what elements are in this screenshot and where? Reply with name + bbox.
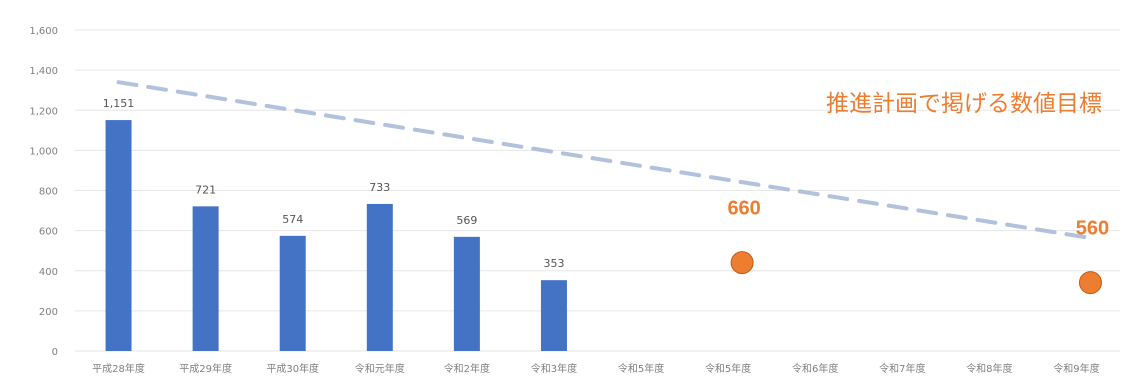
target-annotation: 推進計画で掲げる数値目標 — [826, 91, 1102, 117]
bar — [192, 206, 219, 351]
x-tick-label: 令和5年度 — [705, 362, 751, 375]
bar-value-label: 721 — [195, 183, 216, 196]
y-tick-label: 400 — [39, 267, 58, 278]
y-tick-label: 1,000 — [29, 146, 58, 157]
x-tick-label: 令和3年度 — [531, 362, 577, 375]
bar — [366, 203, 393, 351]
bar — [279, 235, 306, 351]
bar — [453, 236, 480, 351]
y-tick-label: 1,400 — [29, 66, 58, 77]
x-tick-label: 令和元年度 — [355, 362, 405, 375]
y-tick-label: 1,600 — [29, 26, 58, 37]
x-tick-label: 平成29年度 — [179, 362, 232, 375]
y-tick-label: 1,200 — [29, 106, 58, 117]
y-tick-label: 200 — [39, 307, 58, 318]
x-tick-label: 令和9年度 — [1053, 362, 1099, 375]
bar-value-label: 569 — [456, 214, 477, 227]
bar-value-label: 353 — [543, 257, 564, 270]
y-tick-label: 600 — [39, 227, 58, 238]
target-value-label: 660 — [727, 198, 760, 220]
x-tick-label: 令和6年度 — [792, 362, 838, 375]
bar-value-label: 574 — [282, 213, 303, 226]
x-tick-label: 令和5年度 — [618, 362, 664, 375]
x-tick-label: 令和2年度 — [444, 362, 490, 375]
target-value-label: 560 — [1076, 218, 1109, 240]
x-tick-label: 令和7年度 — [879, 362, 925, 375]
bar — [540, 280, 567, 351]
x-tick-label: 令和8年度 — [966, 362, 1012, 375]
target-point — [1078, 271, 1102, 295]
bar-value-label: 733 — [369, 181, 390, 194]
bar — [105, 120, 132, 351]
x-tick-label: 平成30年度 — [266, 362, 319, 375]
trend-line — [116, 80, 1097, 241]
bar-value-label: 1,151 — [103, 97, 135, 110]
target-point — [730, 251, 754, 275]
x-tick-label: 平成28年度 — [92, 362, 145, 375]
y-tick-label: 800 — [39, 187, 58, 198]
y-tick-label: 0 — [52, 347, 58, 358]
